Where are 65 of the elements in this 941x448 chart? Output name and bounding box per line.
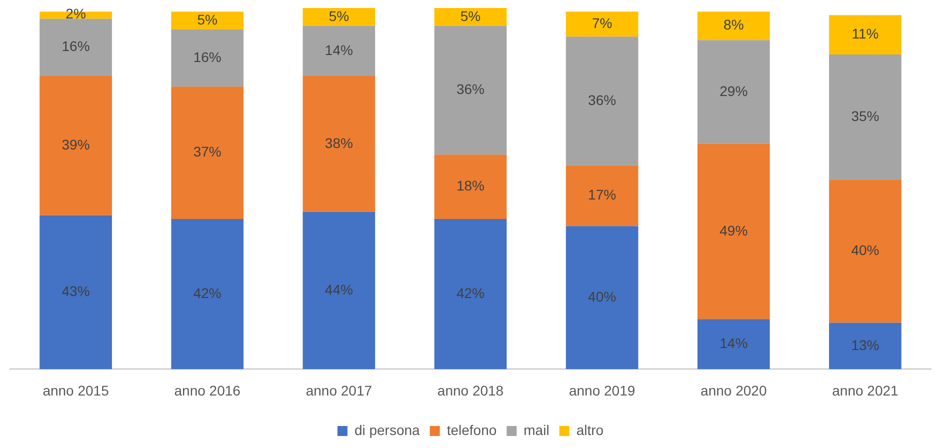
data-label: 5% — [328, 8, 350, 24]
bar — [697, 12, 770, 40]
data-label: 16% — [193, 48, 222, 65]
data-label: 16% — [62, 38, 90, 54]
x-tick-label: anno 2019 — [568, 382, 636, 398]
data-label: 36% — [456, 81, 485, 98]
bar — [434, 26, 507, 155]
data-label: 13% — [851, 336, 880, 353]
data-label: 14% — [720, 335, 748, 352]
x-tick-label: anno 2021 — [832, 382, 899, 398]
data-label: 38% — [324, 134, 353, 151]
data-label: 14% — [324, 42, 353, 58]
bar — [302, 212, 376, 370]
bar — [566, 12, 638, 37]
bar — [566, 165, 638, 226]
data-label: 18% — [456, 178, 485, 194]
data-label: 35% — [851, 108, 880, 124]
legend-label: di persona — [354, 422, 420, 438]
legend-label: telefono — [446, 422, 497, 438]
data-label: 11% — [852, 26, 879, 42]
data-label: 39% — [62, 136, 90, 153]
data-label: 8% — [724, 16, 744, 33]
data-label: 42% — [193, 284, 222, 301]
x-tick-label: anno 2016 — [174, 382, 241, 398]
bar — [697, 319, 770, 370]
bar — [434, 219, 507, 370]
bar — [171, 12, 244, 30]
legend-label: mail — [524, 422, 550, 438]
bar — [434, 8, 507, 26]
bar — [40, 18, 112, 76]
bar — [566, 36, 638, 166]
data-label: 7% — [592, 14, 612, 31]
bar — [829, 15, 902, 54]
data-label: 36% — [588, 92, 616, 108]
data-label: 49% — [720, 222, 748, 238]
data-label: 44% — [324, 281, 353, 298]
bar — [302, 26, 376, 76]
bar — [302, 76, 376, 212]
data-label: 37% — [193, 144, 222, 160]
bar — [40, 76, 112, 216]
bar — [40, 215, 112, 370]
bar — [829, 180, 902, 323]
data-label: 40% — [588, 288, 616, 305]
x-tick-label: anno 2017 — [306, 382, 372, 398]
x-tick-label: anno 2018 — [437, 382, 504, 398]
bar — [434, 154, 507, 219]
bar — [171, 29, 244, 87]
bar — [829, 54, 902, 180]
data-label: 5% — [197, 11, 218, 28]
x-tick-label: anno 2015 — [42, 382, 110, 398]
bar — [697, 40, 770, 144]
bar — [302, 8, 376, 26]
data-label: 43% — [62, 283, 90, 300]
legend-label: altro — [576, 422, 604, 438]
bar — [171, 219, 244, 370]
bar — [171, 86, 244, 219]
x-tick-label: anno 2020 — [700, 382, 767, 398]
data-label: 40% — [851, 242, 880, 258]
data-label: 17% — [588, 186, 616, 203]
bar — [566, 226, 638, 370]
data-label: 29% — [720, 82, 748, 99]
bar — [829, 322, 902, 370]
bar — [697, 144, 770, 320]
data-label: 42% — [456, 284, 485, 301]
data-label: 5% — [460, 8, 481, 24]
